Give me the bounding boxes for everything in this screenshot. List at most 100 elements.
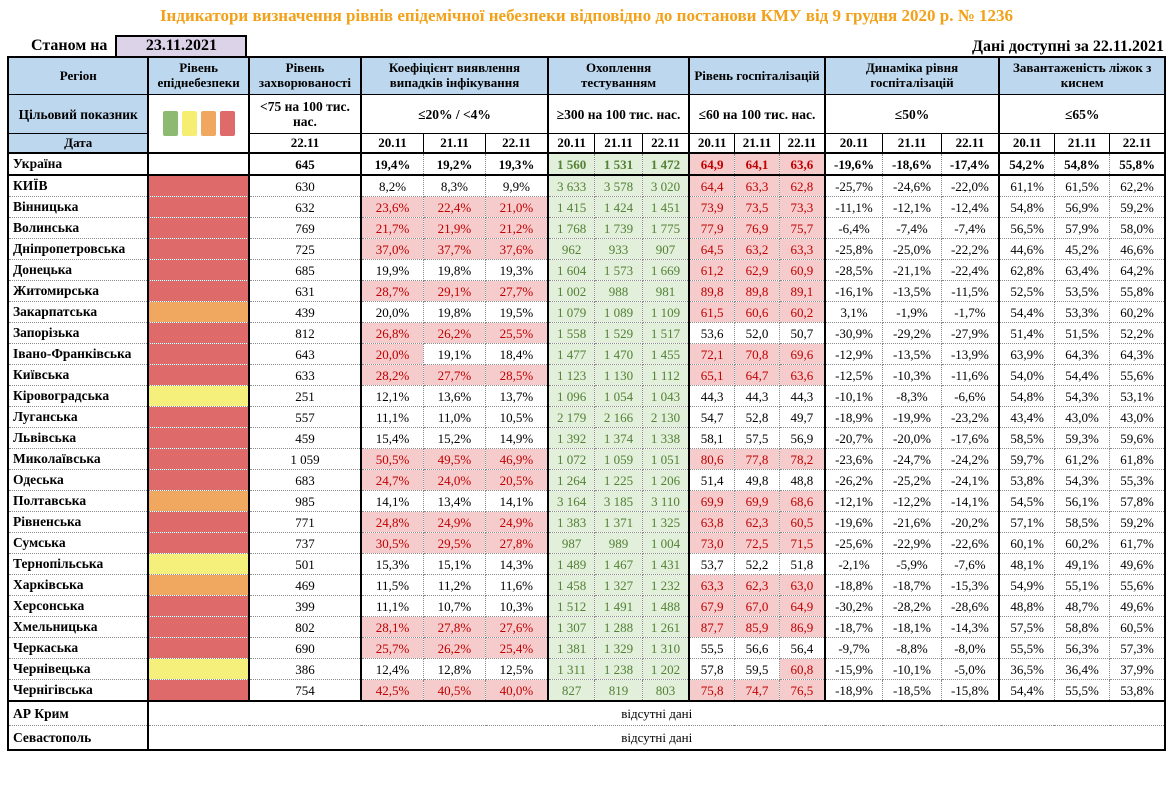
oxygen-value: 55,8% <box>1109 280 1166 303</box>
oxygen-value: 54,0% <box>998 364 1055 387</box>
epidemic-level-legend <box>147 94 250 154</box>
dynamics-value: -15,9% <box>823 658 884 681</box>
incidence-value: 1 059 <box>247 448 362 471</box>
testing-value: 1 054 <box>594 385 643 408</box>
detection-value: 10,3% <box>485 595 549 618</box>
oxygen-value: 36,4% <box>1053 658 1111 681</box>
detection-value: 27,8% <box>485 532 549 555</box>
hospitalization-value: 52,2 <box>733 553 781 576</box>
testing-value: 1 288 <box>594 616 643 639</box>
dynamics-value: -13,9% <box>940 343 1000 366</box>
incidence-value: 557 <box>247 406 362 429</box>
testing-value: 1 477 <box>546 343 596 366</box>
date-header: 22.11 <box>247 133 362 154</box>
oxygen-value: 58,5% <box>1053 511 1111 534</box>
hospitalization-value: 64,4 <box>688 174 735 198</box>
dynamics-value: -27,9% <box>940 322 1000 345</box>
dynamics-value: -11,1% <box>823 196 884 219</box>
dynamics-value: -6,6% <box>940 385 1000 408</box>
column-header-oxygen-beds: Завантаженість ліжок з киснем <box>998 56 1166 96</box>
incidence-value: 630 <box>247 174 362 198</box>
oxygen-value: 49,1% <box>1053 553 1111 576</box>
dynamics-value: -24,2% <box>940 448 1000 471</box>
date-header: 21.11 <box>1053 133 1111 154</box>
dynamics-value: -29,2% <box>882 322 942 345</box>
target-hospitalization: ≤60 на 100 тис. нас. <box>688 94 826 135</box>
hospitalization-value: 61,2 <box>688 259 735 282</box>
detection-value: 10,7% <box>422 595 487 618</box>
dynamics-value: -28,5% <box>823 259 884 282</box>
hospitalization-value: 67,9 <box>688 595 735 618</box>
hospitalization-value: 77,8 <box>733 448 781 471</box>
detection-value: 24,0% <box>422 469 487 492</box>
region-name: Черкаська <box>8 637 149 660</box>
oxygen-value: 59,7% <box>998 448 1055 471</box>
detection-value: 28,1% <box>360 616 424 639</box>
testing-value: 1 512 <box>546 595 596 618</box>
testing-value: 1 225 <box>594 469 643 492</box>
hospitalization-value: 62,9 <box>733 259 781 282</box>
dynamics-value: -17,4% <box>940 152 1000 177</box>
testing-value: 819 <box>594 679 643 702</box>
incidence-value: 632 <box>247 196 362 219</box>
dynamics-value: -24,6% <box>882 174 942 198</box>
detection-value: 37,6% <box>485 238 549 261</box>
detection-value: 12,4% <box>360 658 424 681</box>
oxygen-value: 55,3% <box>1109 469 1166 492</box>
epidemic-level-cell <box>147 343 250 366</box>
testing-value: 2 130 <box>641 406 690 429</box>
dynamics-value: -28,6% <box>940 595 1000 618</box>
oxygen-value: 60,2% <box>1109 301 1166 324</box>
hospitalization-value: 56,4 <box>779 637 826 660</box>
testing-value: 1 531 <box>594 152 643 177</box>
detection-value: 11,0% <box>422 406 487 429</box>
testing-value: 1 043 <box>641 385 690 408</box>
testing-value: 1 232 <box>641 574 690 597</box>
target-incidence: <75 на 100 тис. нас. <box>247 94 362 135</box>
dynamics-value: -21,6% <box>882 511 942 534</box>
epidemic-level-cell <box>147 322 250 345</box>
testing-value: 827 <box>546 679 596 702</box>
region-name: Донецька <box>8 259 149 282</box>
hospitalization-value: 64,5 <box>688 238 735 261</box>
oxygen-value: 49,6% <box>1109 553 1166 576</box>
date-header: 21.11 <box>733 133 781 154</box>
testing-value: 1 775 <box>641 217 690 240</box>
hospitalization-value: 62,3 <box>733 574 781 597</box>
no-data-cell: відсутні дані <box>147 700 1166 727</box>
epidemic-level-cell <box>147 553 250 576</box>
dynamics-value: -5,9% <box>882 553 942 576</box>
column-header-hospitalization: Рівень госпіталізацій <box>688 56 826 96</box>
hospitalization-value: 62,8 <box>779 174 826 198</box>
incidence-value: 737 <box>247 532 362 555</box>
epidemic-level-cell <box>147 595 250 618</box>
hospitalization-value: 89,1 <box>779 280 826 303</box>
date-header: 22.11 <box>485 133 549 154</box>
detection-value: 18,4% <box>485 343 549 366</box>
testing-value: 1 206 <box>641 469 690 492</box>
target-row-label: Цільовий показник <box>7 94 149 135</box>
dynamics-value: -20,0% <box>882 427 942 450</box>
testing-value: 1 768 <box>546 217 596 240</box>
hospitalization-value: 72,1 <box>688 343 735 366</box>
hospitalization-value: 52,8 <box>733 406 781 429</box>
region-name: Луганська <box>8 406 149 429</box>
hospitalization-value: 59,5 <box>733 658 781 681</box>
detection-value: 20,0% <box>360 343 424 366</box>
oxygen-value: 36,5% <box>998 658 1055 681</box>
hospitalization-value: 73,9 <box>688 196 735 219</box>
region-name: Івано-Франківська <box>8 343 149 366</box>
testing-value: 1 338 <box>641 427 690 450</box>
testing-value: 1 573 <box>594 259 643 282</box>
hospitalization-value: 60,2 <box>779 301 826 324</box>
dynamics-value: -22,2% <box>940 238 1000 261</box>
hospitalization-value: 63,2 <box>733 238 781 261</box>
as-of-date: 23.11.2021 <box>115 35 248 59</box>
region-name: Миколаївська <box>8 448 149 471</box>
testing-value: 1 072 <box>546 448 596 471</box>
dynamics-value: -15,8% <box>940 679 1000 702</box>
hospitalization-value: 51,8 <box>779 553 826 576</box>
dynamics-value: -28,2% <box>882 595 942 618</box>
detection-value: 24,7% <box>360 469 424 492</box>
hospitalization-value: 86,9 <box>779 616 826 639</box>
